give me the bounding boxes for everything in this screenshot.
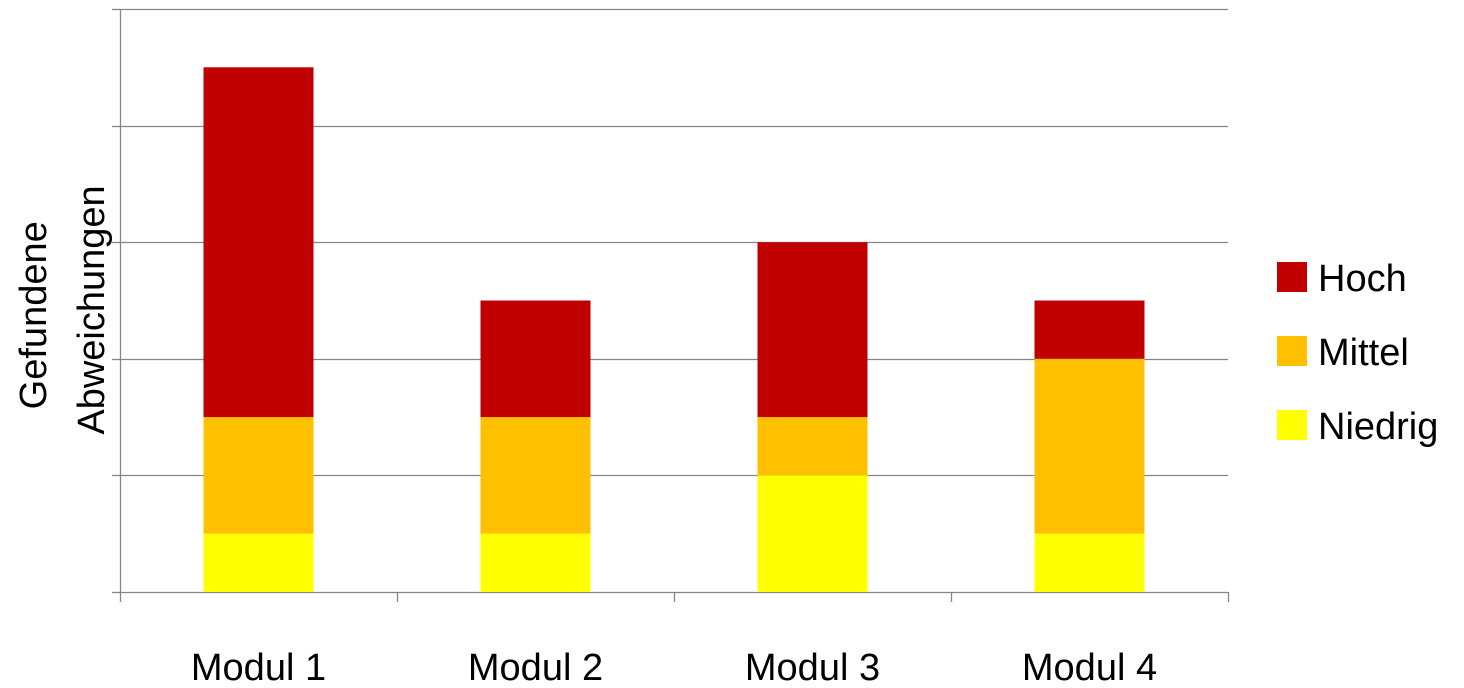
legend-label-niedrig: Niedrig bbox=[1318, 406, 1438, 448]
bar-mittel-modul-1 bbox=[203, 417, 314, 534]
legend-label-hoch: Hoch bbox=[1318, 258, 1407, 300]
bar-mittel-modul-4 bbox=[1034, 358, 1145, 534]
y-axis-label-line-1: Gefundene bbox=[13, 221, 55, 409]
category-label: Modul 3 bbox=[745, 647, 880, 688]
legend-swatch-hoch bbox=[1277, 262, 1307, 292]
bar-niedrig-modul-2 bbox=[480, 533, 591, 592]
legend-swatch-mittel bbox=[1277, 336, 1307, 366]
bar-hoch-modul-4 bbox=[1034, 300, 1145, 359]
axes bbox=[112, 8, 1230, 602]
y-axis-label: Gefundene Abweichungen bbox=[13, 185, 113, 434]
category-label: Modul 4 bbox=[1022, 647, 1157, 688]
bar-hoch-modul-3 bbox=[757, 242, 868, 418]
bar-niedrig-modul-4 bbox=[1034, 533, 1145, 592]
bar-niedrig-modul-3 bbox=[757, 475, 868, 592]
category-label: Modul 2 bbox=[468, 647, 603, 688]
legend-label-mittel: Mittel bbox=[1318, 332, 1409, 374]
legend: Hoch Mittel Niedrig bbox=[1277, 258, 1438, 448]
legend-swatch-niedrig bbox=[1277, 410, 1307, 440]
y-axis-label-line-2: Abweichungen bbox=[71, 185, 113, 434]
bar-hoch-modul-1 bbox=[203, 67, 314, 418]
category-labels: Modul 1 Modul 2 Modul 3 Modul 4 bbox=[191, 647, 1157, 688]
bars bbox=[203, 67, 1145, 592]
category-label: Modul 1 bbox=[191, 647, 326, 688]
bar-mittel-modul-2 bbox=[480, 417, 591, 534]
bar-mittel-modul-3 bbox=[757, 417, 868, 476]
bar-niedrig-modul-1 bbox=[203, 533, 314, 592]
bar-hoch-modul-2 bbox=[480, 300, 591, 418]
